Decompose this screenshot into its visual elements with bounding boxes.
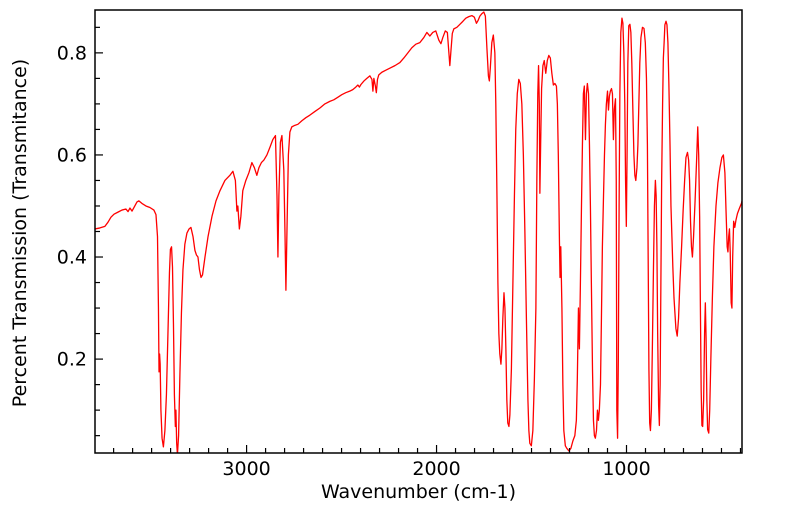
x-tick-label: 2000	[412, 458, 460, 480]
x-tick-label: 1000	[602, 458, 650, 480]
spectrum-line	[95, 11, 742, 453]
y-tick-label: 0.2	[57, 349, 87, 371]
y-tick-label: 0.6	[57, 144, 87, 166]
y-axis-label: Percent Transmission (Transmitance)	[9, 58, 31, 408]
x-axis-label: Wavenumber (cm-1)	[320, 481, 517, 503]
y-tick-label: 0.4	[57, 247, 87, 269]
x-tick-label: 3000	[222, 458, 270, 480]
y-tick-label: 0.8	[57, 42, 87, 64]
